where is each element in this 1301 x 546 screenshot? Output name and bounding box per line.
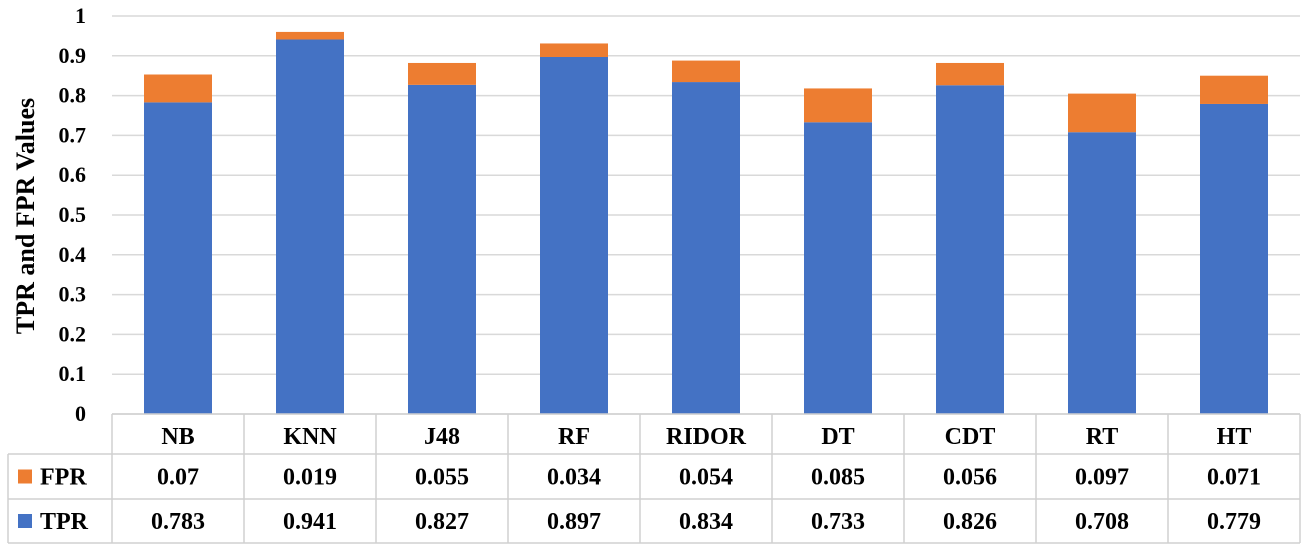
legend-swatch-tpr	[18, 514, 32, 528]
data-label-tpr: 0.733	[811, 509, 865, 535]
y-tick-label: 0.3	[59, 282, 87, 307]
category-label: DT	[821, 424, 854, 450]
data-label-tpr: 0.941	[283, 509, 337, 535]
bar-tpr	[276, 39, 344, 415]
bar-tpr	[408, 84, 476, 414]
bar-tpr	[144, 102, 212, 414]
data-label-tpr: 0.783	[151, 509, 205, 535]
bar-fpr	[540, 43, 608, 57]
y-tick-label: 0.5	[59, 202, 87, 227]
legend-swatch-fpr	[18, 469, 32, 484]
y-axis-label: TPR and FPR Values	[11, 98, 40, 334]
category-label: RF	[558, 424, 590, 450]
data-label-fpr: 0.054	[679, 465, 733, 491]
data-label-tpr: 0.826	[943, 509, 997, 535]
bar-fpr	[936, 62, 1004, 86]
bar-fpr	[408, 62, 476, 85]
bar-fpr	[144, 74, 212, 103]
y-tick-label: 0.7	[59, 122, 87, 147]
category-label: HT	[1217, 424, 1252, 450]
data-label-fpr: 0.019	[283, 465, 337, 491]
data-label-tpr: 0.827	[415, 509, 469, 535]
data-table: NB KNN J48 RF RIDOR DT CDT RT HT FPR 0.07 0.019 0.05…	[7, 413, 1301, 544]
data-label-tpr: 0.779	[1207, 509, 1261, 535]
y-tick-label: 0	[75, 401, 86, 426]
data-label-fpr: 0.07	[157, 465, 199, 491]
y-tick-label: 0.1	[59, 361, 87, 386]
data-label-tpr: 0.708	[1075, 509, 1129, 535]
category-label: RT	[1086, 424, 1119, 450]
bar-tpr	[540, 56, 608, 415]
bar-tpr	[804, 122, 872, 415]
data-label-fpr: 0.056	[943, 465, 997, 491]
bar-fpr	[276, 31, 344, 40]
data-label-fpr: 0.085	[811, 465, 865, 491]
y-axis-ticks: 0 0.1 0.2 0.3 0.4 0.5 0.6 0.7 0.8 0.9 1	[59, 3, 87, 426]
y-tick-label: 0.4	[59, 242, 87, 267]
bar-tpr	[1200, 103, 1268, 414]
bar-tpr	[936, 85, 1004, 414]
bar-fpr	[1200, 75, 1268, 104]
data-label-fpr: 0.055	[415, 465, 469, 491]
bar-fpr	[1068, 93, 1136, 133]
category-label: KNN	[283, 424, 337, 450]
data-label-fpr: 0.071	[1207, 465, 1261, 491]
data-label-fpr: 0.097	[1075, 465, 1129, 491]
bars	[144, 31, 1268, 415]
data-label-tpr: 0.834	[679, 509, 733, 535]
bar-tpr	[1068, 132, 1136, 414]
y-tick-label: 1	[75, 3, 86, 28]
category-label: J48	[424, 424, 460, 450]
legend-label-tpr: TPR	[40, 509, 89, 535]
y-tick-label: 0.9	[59, 43, 87, 68]
y-tick-label: 0.6	[59, 162, 87, 187]
legend-label-fpr: FPR	[40, 465, 87, 491]
data-label-tpr: 0.897	[547, 509, 601, 535]
y-tick-label: 0.2	[59, 321, 87, 346]
y-tick-label: 0.8	[59, 83, 87, 108]
category-label: RIDOR	[666, 424, 747, 450]
bar-fpr	[804, 88, 872, 123]
category-label: NB	[161, 424, 194, 450]
bar-tpr	[672, 82, 740, 415]
bar-fpr	[672, 60, 740, 83]
data-label-fpr: 0.034	[547, 465, 601, 491]
category-label: CDT	[945, 424, 996, 450]
